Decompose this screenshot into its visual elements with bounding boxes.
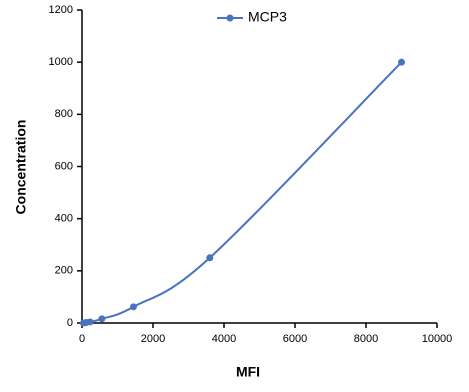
data-point	[398, 58, 405, 66]
series-line	[83, 61, 403, 324]
data-point	[129, 303, 137, 311]
x-tick-label: 4000	[212, 333, 236, 345]
x-tick-label: 2000	[141, 333, 165, 345]
y-tick-label: 400	[55, 213, 73, 225]
y-tick-label: 600	[55, 160, 73, 172]
y-tick-label: 0	[67, 317, 73, 329]
x-tick-label: 0	[79, 333, 85, 345]
x-tick-label: 6000	[283, 333, 307, 345]
x-tick-label: 8000	[354, 333, 378, 345]
data-point	[206, 254, 214, 262]
y-tick-label: 1200	[49, 4, 73, 16]
x-tick-label: 10000	[422, 333, 453, 345]
y-tick-label: 800	[55, 108, 73, 120]
legend-text: MCP3	[248, 9, 287, 25]
y-tick-label: 200	[55, 265, 73, 277]
legend-marker	[226, 14, 234, 22]
data-point	[98, 315, 106, 323]
y-tick-label: 1000	[49, 56, 73, 68]
x-axis-title: MFI	[236, 364, 260, 380]
y-axis-title: Concentration	[13, 120, 29, 215]
data-point	[86, 318, 94, 326]
